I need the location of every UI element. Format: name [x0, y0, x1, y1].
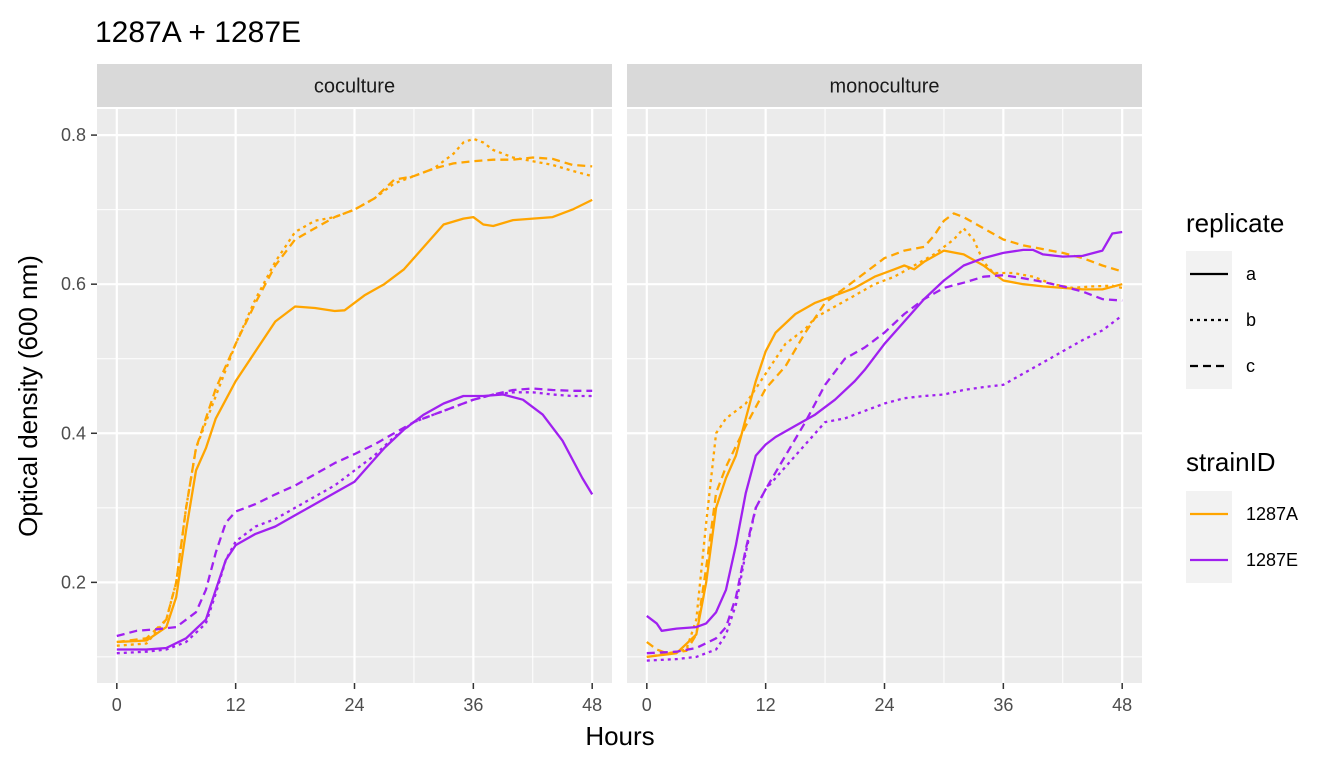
x-tick-label: 36 — [463, 695, 483, 715]
x-tick-label: 0 — [642, 695, 652, 715]
legend-label-1287E: 1287E — [1246, 550, 1298, 570]
series-line-1287A-a — [116, 198, 593, 644]
y-tick-label: 0.4 — [61, 423, 86, 443]
chart-title: 1287A + 1287E — [95, 16, 301, 49]
gridlines-monoculture — [627, 109, 1142, 683]
legend-label-a: a — [1246, 264, 1257, 284]
y-tick-label: 0.8 — [61, 125, 86, 145]
x-tick-label: 12 — [756, 695, 776, 715]
x-axis-title: Hours — [585, 721, 654, 751]
y-axis-title: Optical density (600 nm) — [13, 255, 43, 537]
strip-label-coculture: coculture — [314, 76, 395, 98]
strip-monoculture — [627, 64, 1142, 107]
legend: replicate a b c strainID 1287A 1287E — [1186, 208, 1298, 583]
legend-replicate-keys: a b c — [1186, 251, 1257, 389]
legend-strain-keys: 1287A 1287E — [1186, 491, 1298, 583]
x-tick-label: 24 — [344, 695, 364, 715]
x-tick-label: 36 — [993, 695, 1013, 715]
series-line-1287E-b — [646, 314, 1123, 662]
legend-label-c: c — [1246, 356, 1255, 376]
series-line-1287E-c — [646, 274, 1123, 655]
legend-title-strain: strainID — [1186, 447, 1276, 477]
x-tick-label: 12 — [226, 695, 246, 715]
x-tick-label: 48 — [582, 695, 602, 715]
strip-label-monoculture: monoculture — [829, 76, 939, 98]
legend-key-bg — [1186, 297, 1232, 343]
series-lines-monoculture — [646, 212, 1123, 662]
series-line-1287E-a — [646, 230, 1123, 632]
series-lines-coculture — [116, 137, 594, 655]
strip-coculture — [97, 64, 612, 107]
x-axes: 0 12 24 36 48 0 12 24 36 48 — [112, 683, 1132, 715]
legend-title-replicate: replicate — [1186, 208, 1284, 238]
legend-label-b: b — [1246, 310, 1256, 330]
y-axis: 0.2 0.4 0.6 0.8 — [61, 125, 97, 592]
panel-monoculture: monoculture — [627, 64, 1142, 683]
x-tick-label: 24 — [874, 695, 894, 715]
gridlines-coculture — [97, 109, 612, 683]
legend-label-1287A: 1287A — [1246, 504, 1298, 524]
series-line-1287E-c — [116, 387, 593, 638]
x-tick-label: 0 — [112, 695, 122, 715]
y-tick-label: 0.2 — [61, 572, 86, 592]
series-line-1287A-a — [646, 249, 1123, 659]
x-tick-label: 48 — [1112, 695, 1132, 715]
y-tick-label: 0.6 — [61, 274, 86, 294]
series-line-1287A-b — [646, 227, 1123, 659]
panel-coculture: coculture — [97, 64, 612, 683]
series-line-1287A-c — [646, 212, 1123, 655]
series-line-1287E-a — [116, 393, 594, 651]
